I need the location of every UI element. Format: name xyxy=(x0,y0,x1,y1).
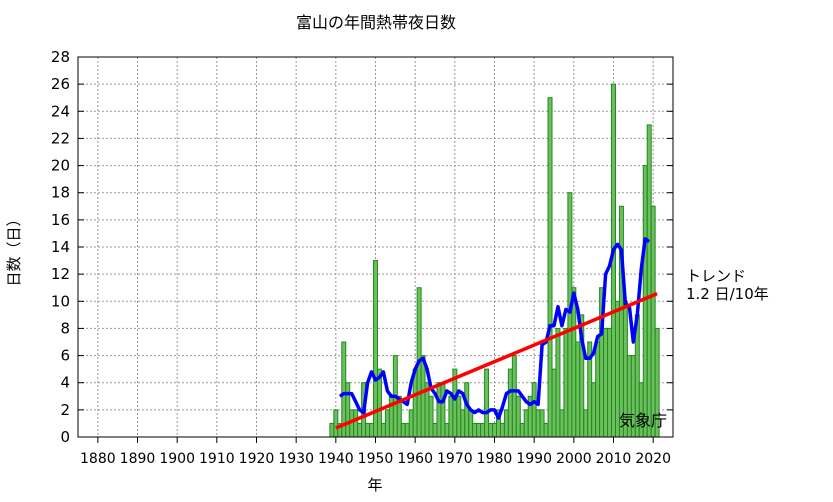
y-tick-label: 6 xyxy=(60,347,70,365)
x-axis-label: 年 xyxy=(367,476,382,494)
bar-1976 xyxy=(476,422,482,438)
y-tick-label: 4 xyxy=(60,374,70,392)
bar-1939 xyxy=(329,422,335,438)
bar-1985 xyxy=(511,355,517,438)
y-tick-label: 18 xyxy=(51,184,70,202)
x-tick-label: 1910 xyxy=(199,451,235,467)
y-tick-label: 20 xyxy=(51,157,70,175)
bar-2018 xyxy=(642,165,648,438)
x-tick-label: 1940 xyxy=(318,451,354,467)
y-tick-label: 26 xyxy=(51,75,70,93)
bar-1984 xyxy=(507,368,513,438)
bar-1986 xyxy=(515,395,521,438)
y-tick-label: 28 xyxy=(51,48,70,66)
bar-1998 xyxy=(563,327,569,438)
bar-1975 xyxy=(472,422,478,438)
bar-1992 xyxy=(539,409,545,438)
x-tick-label: 1890 xyxy=(120,451,156,467)
y-tick-label: 2 xyxy=(60,401,70,419)
x-tick-label: 1930 xyxy=(278,451,314,467)
bar-1968 xyxy=(444,422,450,438)
bar-1977 xyxy=(480,422,486,438)
y-tick-label: 0 xyxy=(60,428,70,446)
bar-2012 xyxy=(618,205,624,438)
bar-2001 xyxy=(575,341,581,438)
bar-1962 xyxy=(420,355,426,438)
bar-1946 xyxy=(357,422,363,438)
trend-line xyxy=(335,291,658,430)
bar-1999 xyxy=(567,192,573,438)
bar-1959 xyxy=(408,409,414,438)
y-tick-label: 12 xyxy=(51,265,70,283)
bar-1964 xyxy=(428,395,434,438)
bar-1953 xyxy=(384,409,390,438)
trend-label: トレンド xyxy=(686,267,746,285)
bar-1948 xyxy=(365,422,371,438)
bar-2006 xyxy=(595,341,601,438)
bar-1991 xyxy=(535,409,541,438)
bar-1958 xyxy=(404,422,410,438)
y-tick-label: 16 xyxy=(51,211,70,229)
x-tick-label: 2010 xyxy=(596,451,632,467)
source-label: 気象庁 xyxy=(619,411,667,430)
bar-1996 xyxy=(555,327,561,438)
x-tick-label: 2000 xyxy=(556,451,592,467)
x-tick-label: 1880 xyxy=(80,451,116,467)
y-tick-label: 10 xyxy=(51,292,70,310)
running-mean-line xyxy=(338,237,651,420)
bar-1994 xyxy=(547,97,553,438)
bar-2019 xyxy=(646,124,652,438)
bar-1990 xyxy=(531,382,537,438)
y-tick-label: 22 xyxy=(51,129,70,147)
bar-1982 xyxy=(499,422,505,438)
bar-1974 xyxy=(468,409,474,438)
bar-1978 xyxy=(484,368,490,438)
x-tick-label: 1920 xyxy=(239,451,275,467)
bar-1966 xyxy=(436,382,442,438)
x-tick-label: 1950 xyxy=(358,451,394,467)
x-tick-label: 1970 xyxy=(437,451,473,467)
y-axis-label: 日数（日） xyxy=(5,211,23,286)
chart-title: 富山の年間熱帯夜日数 xyxy=(296,13,456,32)
bar-1957 xyxy=(400,422,406,438)
bar-2020 xyxy=(650,205,656,438)
bar-1993 xyxy=(543,422,549,438)
bar-1980 xyxy=(492,422,497,438)
trend-value: 1.2 日/10年 xyxy=(686,285,769,303)
bar-1949 xyxy=(369,422,375,438)
bar-1945 xyxy=(353,409,359,438)
bar-1988 xyxy=(523,409,529,438)
y-tick-label: 8 xyxy=(60,319,70,337)
bar-2000 xyxy=(571,287,577,438)
bar-1979 xyxy=(488,422,494,438)
x-tick-label: 1960 xyxy=(397,451,433,467)
bar-2005 xyxy=(591,382,597,438)
bar-1987 xyxy=(519,422,525,438)
bar-2009 xyxy=(607,327,613,438)
y-tick-label: 14 xyxy=(51,238,70,256)
bar-1967 xyxy=(440,382,446,438)
bar-1997 xyxy=(559,409,565,438)
bar-1972 xyxy=(460,409,466,438)
bar-2008 xyxy=(603,327,609,438)
bar-1995 xyxy=(551,368,557,438)
y-tick-label: 24 xyxy=(51,102,70,120)
x-tick-label: 2020 xyxy=(635,451,671,467)
bar-1965 xyxy=(432,422,438,438)
x-tick-label: 1980 xyxy=(477,451,513,467)
bar-1969 xyxy=(448,395,454,438)
bar-1973 xyxy=(464,382,470,438)
bar-1943 xyxy=(345,382,351,438)
bar-2003 xyxy=(583,409,589,438)
bar-1971 xyxy=(456,395,462,438)
bar-1952 xyxy=(380,422,386,438)
bar-1983 xyxy=(503,409,509,438)
x-tick-label: 1900 xyxy=(159,451,195,467)
x-tick-label: 1990 xyxy=(516,451,552,467)
lines xyxy=(335,237,658,430)
bar-1940 xyxy=(333,409,339,438)
